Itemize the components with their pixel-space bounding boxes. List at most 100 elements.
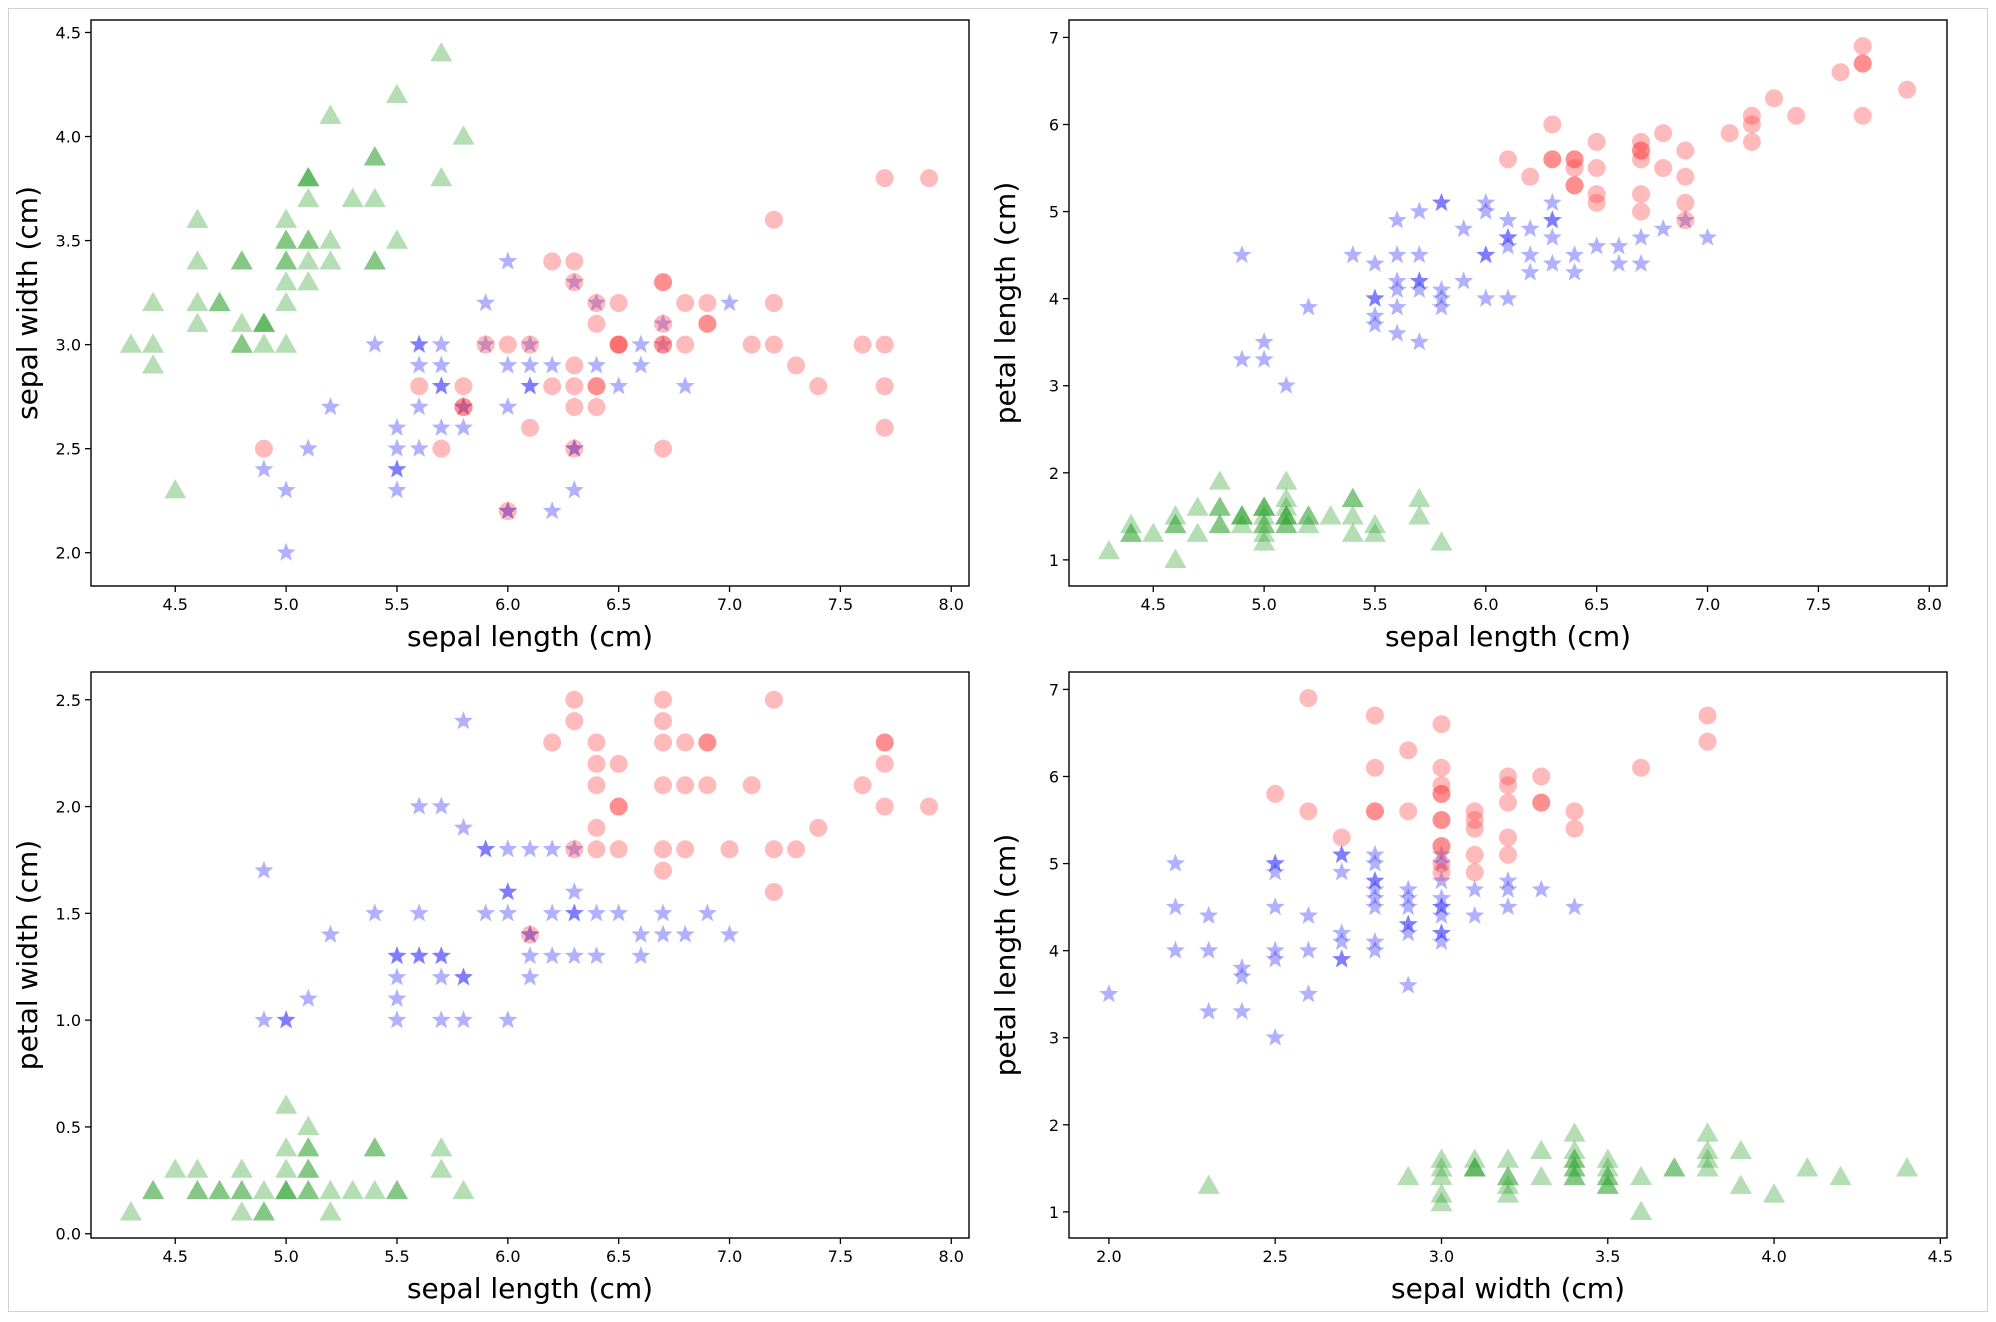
x-tick-label: 5.0 — [273, 595, 298, 614]
data-point — [275, 208, 298, 228]
data-point — [319, 104, 342, 124]
data-point — [1675, 210, 1695, 229]
data-point — [1265, 853, 1285, 872]
data-point — [1165, 897, 1185, 916]
data-point — [142, 1179, 165, 1200]
data-point — [1520, 262, 1540, 281]
data-point — [1587, 236, 1607, 255]
data-point — [631, 946, 651, 965]
data-point — [697, 903, 717, 922]
x-axis-title: sepal length (cm) — [407, 620, 653, 653]
data-point — [1430, 531, 1453, 551]
data-point — [276, 1010, 296, 1029]
y-tick-label: 4 — [1049, 290, 1059, 309]
data-point — [164, 479, 187, 499]
data-point — [1408, 505, 1431, 525]
data-point — [254, 860, 274, 879]
data-point — [764, 294, 783, 312]
data-point — [275, 250, 298, 270]
data-point — [609, 754, 628, 773]
data-point — [1363, 513, 1386, 534]
data-point — [1831, 63, 1850, 82]
data-point — [1164, 548, 1187, 568]
data-point — [297, 271, 320, 291]
data-point — [1587, 159, 1606, 178]
data-point — [520, 355, 540, 374]
data-point — [254, 459, 274, 478]
data-point — [1853, 54, 1872, 73]
data-point — [1409, 271, 1429, 290]
data-point — [1431, 888, 1451, 907]
data-point — [1332, 862, 1352, 881]
data-point — [1896, 1157, 1919, 1177]
data-point — [186, 291, 209, 312]
data-point — [1199, 1001, 1219, 1020]
data-point — [654, 840, 673, 859]
data-point — [365, 903, 385, 922]
data-point — [875, 335, 894, 354]
data-point — [1253, 496, 1276, 516]
data-point — [297, 166, 320, 187]
data-point — [542, 946, 562, 965]
data-point — [1253, 513, 1276, 534]
data-point — [1365, 306, 1385, 325]
data-point — [476, 334, 496, 353]
data-point — [654, 733, 673, 752]
data-point — [409, 355, 429, 374]
data-point — [341, 1179, 364, 1200]
data-point — [653, 313, 673, 332]
data-point — [1341, 487, 1364, 508]
data-point — [1542, 227, 1562, 246]
data-point — [1298, 940, 1318, 959]
data-point — [587, 818, 606, 837]
data-point — [1120, 522, 1143, 542]
data-point — [1387, 323, 1407, 342]
data-point — [1787, 106, 1806, 125]
data-point — [1853, 37, 1872, 56]
data-point — [1430, 1157, 1453, 1177]
data-point — [564, 438, 584, 457]
data-point — [297, 1179, 320, 1200]
data-point — [230, 250, 253, 270]
data-point — [1265, 940, 1285, 959]
data-point — [252, 312, 275, 332]
x-tick-label: 4.5 — [1928, 1247, 1953, 1266]
data-point — [498, 881, 518, 901]
data-point — [498, 355, 518, 374]
data-point — [1729, 1139, 1752, 1160]
data-point — [1432, 811, 1451, 830]
data-point — [1332, 828, 1351, 847]
data-point — [431, 376, 451, 395]
data-point — [609, 376, 629, 395]
data-point — [498, 903, 518, 922]
data-point — [1431, 853, 1451, 872]
data-point — [542, 903, 562, 922]
data-point — [1829, 1165, 1852, 1186]
data-point — [1120, 513, 1143, 534]
data-point — [1565, 176, 1584, 195]
y-tick-label: 2.0 — [56, 544, 81, 563]
data-point — [1332, 844, 1352, 863]
data-point — [1431, 931, 1451, 951]
data-point — [565, 273, 584, 292]
chart-sl-sw: 4.5 5.0 5.5 6.0 6.5 7.0 7.5 8.0 2.0 2.5 3.0 3.5 4.0 4… — [11, 19, 970, 653]
data-point — [275, 250, 298, 270]
data-point — [387, 1010, 407, 1029]
data-point — [1565, 245, 1585, 264]
data-point — [432, 439, 451, 458]
data-point — [1499, 793, 1517, 812]
data-point — [1496, 1148, 1520, 1168]
data-point — [720, 840, 739, 859]
data-point — [230, 1179, 253, 1200]
data-point — [1596, 1174, 1619, 1194]
data-point — [675, 376, 695, 395]
data-point — [1432, 854, 1451, 873]
data-point — [186, 312, 209, 332]
data-point — [409, 334, 429, 353]
data-point — [1265, 853, 1285, 872]
data-point — [164, 1158, 187, 1178]
data-point — [1631, 253, 1651, 272]
y-axis-title: petal length (cm) — [989, 834, 1022, 1076]
data-point — [1565, 819, 1584, 838]
data-point — [1230, 505, 1253, 525]
